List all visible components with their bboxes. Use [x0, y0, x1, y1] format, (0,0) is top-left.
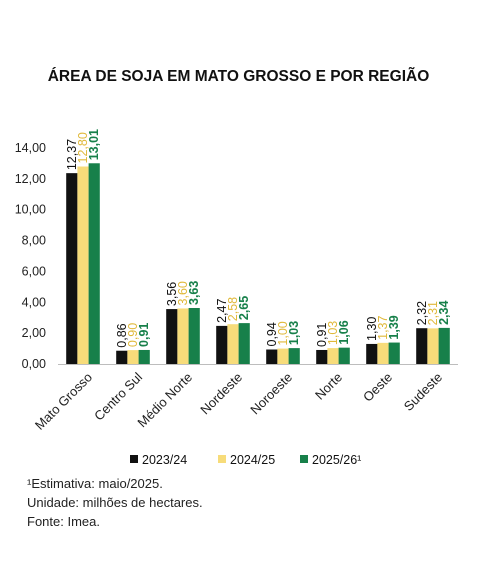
x-tick-label: Oeste [360, 370, 395, 405]
bar [77, 166, 89, 364]
note-unit: Unidade: milhões de hectares. [27, 495, 203, 510]
x-tick-label: Norte [312, 370, 345, 403]
data-label: 3,56 [165, 282, 179, 306]
bar [288, 348, 300, 364]
x-tick-label: Noroeste [247, 370, 295, 418]
data-label: 2,58 [226, 297, 240, 321]
y-tick-label: 10,00 [15, 203, 46, 217]
data-label: 0,94 [265, 322, 279, 346]
data-label: 12,80 [76, 132, 90, 163]
y-tick-label: 6,00 [22, 264, 46, 278]
bar [127, 350, 139, 364]
x-tick-label: Sudeste [401, 370, 445, 414]
y-tick-label: 2,00 [22, 326, 46, 340]
data-label: 1,06 [337, 320, 351, 344]
bar [188, 307, 200, 364]
bar [388, 342, 400, 364]
x-tick-label: Mato Grosso [32, 370, 95, 433]
data-label: 1,39 [387, 315, 401, 339]
note-estimate: ¹Estimativa: maio/2025. [27, 476, 163, 491]
bar [177, 308, 189, 364]
x-tick-label: Centro Sul [91, 369, 145, 423]
bar [66, 173, 78, 364]
data-label: 2,65 [237, 296, 251, 320]
data-label: 0,91 [315, 323, 329, 347]
data-label: 0,86 [115, 323, 129, 347]
bar [316, 349, 328, 364]
y-tick-label: 4,00 [22, 295, 46, 309]
bar [88, 163, 100, 364]
bar [138, 349, 150, 364]
data-label: 1,03 [287, 321, 301, 345]
y-tick-label: 12,00 [15, 172, 46, 186]
legend-label: 2023/24 [142, 453, 187, 467]
bar [416, 328, 428, 364]
data-label: 1,37 [376, 315, 390, 339]
bar [327, 348, 339, 364]
bar [277, 348, 289, 364]
y-tick-label: 0,00 [22, 357, 46, 371]
legend-label: 2024/25 [230, 453, 275, 467]
data-label: 3,60 [176, 281, 190, 305]
data-label: 0,90 [126, 323, 140, 347]
legend-swatch [300, 455, 308, 463]
y-tick-label: 8,00 [22, 234, 46, 248]
bar [216, 325, 228, 364]
bar [238, 323, 250, 364]
data-label: 2,32 [415, 301, 429, 325]
data-label: 2,34 [437, 301, 451, 325]
data-label: 1,03 [326, 321, 340, 345]
legend-swatch [218, 455, 226, 463]
bar [427, 328, 439, 364]
bar [166, 309, 178, 364]
bar [338, 347, 350, 364]
chart-title: ÁREA DE SOJA EM MATO GROSSO E POR REGIÃO [48, 67, 430, 85]
data-label: 3,63 [187, 281, 201, 305]
data-label: 2,47 [215, 299, 229, 323]
bar [366, 343, 378, 364]
x-tick-label: Nordeste [197, 370, 245, 418]
bar [266, 349, 278, 364]
data-label: 0,91 [137, 323, 151, 347]
data-label: 2,31 [426, 301, 440, 325]
legend-swatch [130, 455, 138, 463]
data-label: 1,30 [365, 317, 379, 341]
data-label: 1,00 [276, 321, 290, 345]
note-source: Fonte: Imea. [27, 514, 100, 529]
data-label: 13,01 [87, 129, 101, 160]
y-tick-label: 14,00 [15, 141, 46, 155]
bar [116, 350, 128, 364]
bar [377, 342, 389, 364]
data-label: 12,37 [65, 139, 79, 170]
bar [438, 327, 450, 364]
legend-label: 2025/26¹ [312, 453, 361, 467]
bar [227, 324, 239, 364]
